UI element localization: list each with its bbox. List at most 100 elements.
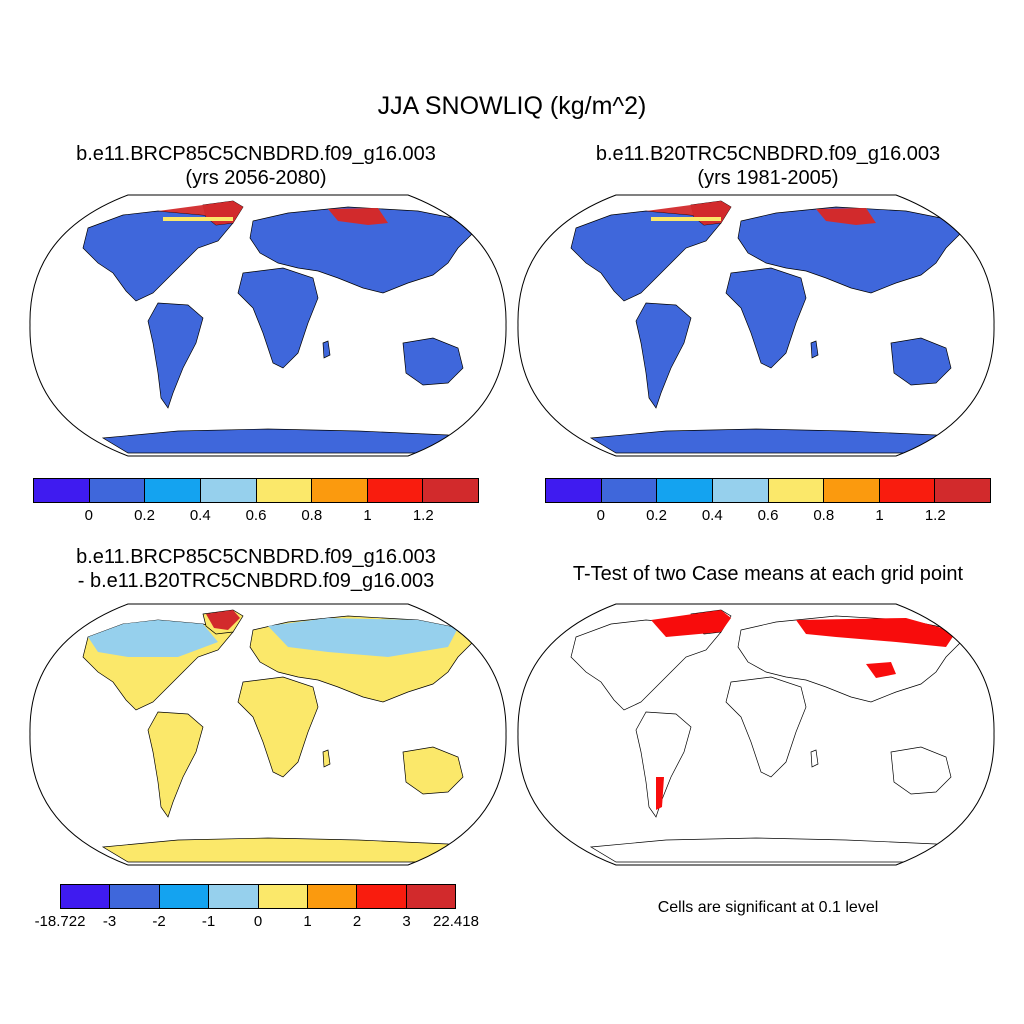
- diff-north-america-high: [88, 620, 218, 657]
- land-africa: [725, 267, 807, 369]
- colorbar-future: [33, 478, 479, 503]
- map-boundary: [29, 603, 507, 866]
- land-eurasia: [249, 206, 474, 294]
- colorbar-tick-label: -2: [152, 913, 166, 930]
- land-madagascar: [322, 749, 331, 768]
- colorbar-swatch: [712, 479, 769, 502]
- colorbar-tick-label: 2: [352, 913, 362, 930]
- colorbar-tick-label: 0.6: [245, 507, 267, 524]
- colorbar-swatch: [61, 885, 111, 908]
- colorbar-swatch: [935, 479, 990, 502]
- colorbar-tick-label: -3: [102, 913, 117, 930]
- snow-edge-band: [163, 217, 233, 221]
- map-future-case: [29, 194, 507, 457]
- panel-4-title: T-Test of two Case means at each grid po…: [512, 562, 1024, 586]
- colorbar-tick-label: 0: [84, 507, 93, 524]
- panel-4-title-line-1: T-Test of two Case means at each grid po…: [572, 563, 964, 585]
- land-australia: [890, 337, 952, 386]
- colorbar-tick-label: 0.2: [646, 507, 667, 524]
- colorbar-tick-label: 0.6: [757, 507, 779, 524]
- colorbar-tick-label: 1: [875, 507, 884, 524]
- colorbar-swatch: [258, 885, 308, 908]
- colorbar-tick-label: -1: [201, 913, 216, 930]
- panel-2-title: b.e11.B20TRC5CNBDRD.f09_g16.003 (yrs 198…: [512, 142, 1024, 190]
- land-australia: [890, 746, 952, 795]
- colorbar-swatch: [307, 885, 358, 908]
- panel-3-title-line-1: b.e11.BRCP85C5CNBDRD.f09_g16.003: [76, 546, 436, 568]
- land-africa: [237, 267, 319, 369]
- colorbar-tick-label: 0.8: [813, 507, 835, 524]
- colorbar-tick-label: -18.722: [34, 913, 86, 930]
- colorbar-tick-label: 0: [253, 913, 263, 930]
- land-southAmerica: [147, 711, 204, 818]
- figure-title: JJA SNOWLIQ (kg/m^2): [377, 92, 647, 120]
- colorbar-swatch: [159, 885, 210, 908]
- map-historical-case: [517, 194, 995, 457]
- colorbar-swatch: [879, 479, 936, 502]
- colorbar-swatch: [209, 885, 259, 908]
- snow-siberia: [816, 208, 876, 225]
- land-australia: [402, 337, 464, 386]
- sig-greenland-arctic: [651, 610, 731, 637]
- snow-edge-band: [651, 217, 721, 221]
- snow-siberia: [328, 208, 388, 225]
- colorbar-difference: [60, 884, 456, 909]
- panel-3-title-line-2: - b.e11.B20TRC5CNBDRD.f09_g16.003: [77, 570, 435, 592]
- map-boundary: [517, 194, 995, 457]
- significance-note: Cells are significant at 0.1 level: [657, 899, 879, 916]
- colorbar-swatch: [357, 885, 407, 908]
- sig-siberia: [796, 618, 956, 647]
- colorbar-tick-label: 0.4: [189, 507, 211, 524]
- colorbar-swatch: [367, 479, 424, 502]
- land-africa: [725, 676, 807, 778]
- colorbar-tick-label: 0.2: [134, 507, 155, 524]
- colorbar-tick-label: 0.8: [301, 507, 323, 524]
- map-difference: [29, 603, 507, 866]
- land-eurasia: [737, 206, 962, 294]
- panel-2-title-line-2: (yrs 1981-2005): [697, 167, 839, 189]
- colorbar-swatch: [89, 479, 146, 502]
- colorbar-swatch: [657, 479, 713, 502]
- panel-1-title-line-1: b.e11.BRCP85C5CNBDRD.f09_g16.003: [76, 143, 436, 165]
- land-southAmerica: [635, 302, 692, 409]
- land-madagascar: [322, 340, 331, 359]
- land-southAmerica: [635, 711, 692, 818]
- colorbar-swatch: [768, 479, 825, 502]
- colorbar-swatch: [145, 479, 201, 502]
- colorbar-tick-label: 1: [363, 507, 372, 524]
- land-antarctica: [101, 837, 479, 863]
- colorbar-tick-label: 22.418: [433, 913, 479, 930]
- land-australia: [402, 746, 464, 795]
- colorbar-tick-label: 1.2: [924, 507, 946, 524]
- colorbar-swatch: [110, 885, 160, 908]
- colorbar-swatch: [312, 479, 368, 502]
- map-boundary: [29, 194, 507, 457]
- colorbar-tick-label: 0: [596, 507, 605, 524]
- land-antarctica: [101, 428, 479, 454]
- land-northAmerica: [570, 210, 722, 302]
- land-southAmerica: [147, 302, 204, 409]
- colorbar-tick-label: 3: [402, 913, 411, 930]
- colorbar-swatch: [423, 479, 478, 502]
- sig-tibet: [866, 662, 896, 678]
- panel-1-title-line-2: (yrs 2056-2080): [185, 167, 327, 189]
- land-northAmerica: [82, 210, 234, 302]
- panel-3-title: b.e11.BRCP85C5CNBDRD.f09_g16.003 - b.e11…: [0, 545, 512, 593]
- colorbar-tick-label: 1.2: [412, 507, 434, 524]
- colorbar-swatch: [256, 479, 313, 502]
- panel-1-title: b.e11.BRCP85C5CNBDRD.f09_g16.003 (yrs 20…: [0, 142, 512, 190]
- sig-andes: [656, 777, 664, 810]
- colorbar-swatch: [546, 479, 602, 502]
- diff-eurasia-high: [268, 618, 458, 657]
- colorbar-swatch: [34, 479, 90, 502]
- colorbar-swatch: [601, 479, 658, 502]
- land-antarctica: [589, 428, 967, 454]
- colorbar-swatch: [824, 479, 880, 502]
- land-antarctica: [589, 837, 967, 863]
- colorbar-swatch: [406, 885, 455, 908]
- land-madagascar: [810, 340, 819, 359]
- land-madagascar: [810, 749, 819, 768]
- colorbar-tick-label: 0.4: [701, 507, 723, 524]
- map-ttest-significance: [517, 603, 995, 866]
- colorbar-swatch: [200, 479, 257, 502]
